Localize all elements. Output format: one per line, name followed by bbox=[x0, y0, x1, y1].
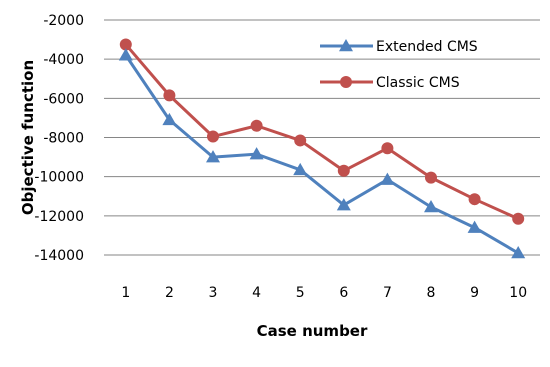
data-point bbox=[468, 193, 481, 206]
data-point bbox=[206, 150, 220, 163]
data-point bbox=[336, 198, 351, 211]
legend-label: Extended CMS bbox=[376, 39, 478, 55]
data-point bbox=[512, 212, 525, 225]
data-point bbox=[467, 220, 482, 233]
x-tick-label: 6 bbox=[339, 285, 348, 301]
x-tick-label: 10 bbox=[509, 285, 527, 301]
y-tick-label: -4000 bbox=[43, 52, 84, 68]
y-tick-label: -2000 bbox=[43, 13, 84, 29]
legend-label: Classic CMS bbox=[376, 75, 460, 91]
data-point bbox=[424, 200, 438, 213]
data-point bbox=[119, 38, 132, 51]
y-tick-label: -6000 bbox=[43, 91, 84, 107]
x-tick-label: 2 bbox=[165, 285, 174, 301]
series-line bbox=[124, 43, 519, 221]
data-point bbox=[293, 162, 308, 176]
series-classic-cms bbox=[119, 38, 525, 225]
legend-item: Classic CMS bbox=[320, 75, 460, 91]
x-tick-label: 1 bbox=[121, 285, 130, 301]
y-tick-label: -10000 bbox=[34, 170, 84, 186]
x-tick-label: 8 bbox=[427, 285, 436, 301]
data-point bbox=[207, 130, 219, 143]
y-tick-label: -12000 bbox=[34, 209, 84, 225]
data-point bbox=[163, 89, 176, 102]
data-point bbox=[425, 171, 437, 184]
legend-marker bbox=[340, 76, 352, 88]
y-tick-label: -14000 bbox=[34, 248, 84, 264]
gridlines bbox=[104, 19, 540, 217]
legend-marker bbox=[339, 39, 353, 52]
x-axis-title: Case number bbox=[257, 322, 368, 340]
data-point bbox=[249, 147, 264, 160]
x-tick-label: 3 bbox=[209, 285, 218, 301]
y-axis-title: Objective function bbox=[19, 60, 37, 215]
data-point bbox=[380, 172, 395, 185]
data-point bbox=[381, 142, 394, 155]
x-tick-label: 4 bbox=[252, 285, 261, 301]
series-group bbox=[118, 38, 526, 259]
x-tick-label: 7 bbox=[383, 285, 392, 301]
data-point bbox=[250, 119, 263, 132]
series-line bbox=[124, 54, 519, 255]
y-axis-tick-labels: -2000 -4000 -6000 -8000 -10000 -12000 -14000 bbox=[34, 13, 84, 264]
x-tick-label: 5 bbox=[296, 285, 305, 301]
x-tick-label: 9 bbox=[470, 285, 479, 301]
data-point bbox=[294, 134, 307, 147]
series-extended-cms bbox=[118, 48, 526, 259]
data-point bbox=[118, 48, 133, 61]
x-axis-tick-labels: 1 2 3 4 5 6 7 8 9 10 bbox=[121, 285, 527, 301]
y-tick-label: -8000 bbox=[43, 131, 84, 147]
legend: Extended CMS Classic CMS bbox=[320, 39, 478, 91]
data-point bbox=[337, 164, 350, 177]
legend-item: Extended CMS bbox=[320, 39, 478, 55]
data-point bbox=[511, 246, 526, 259]
data-point bbox=[162, 112, 177, 126]
